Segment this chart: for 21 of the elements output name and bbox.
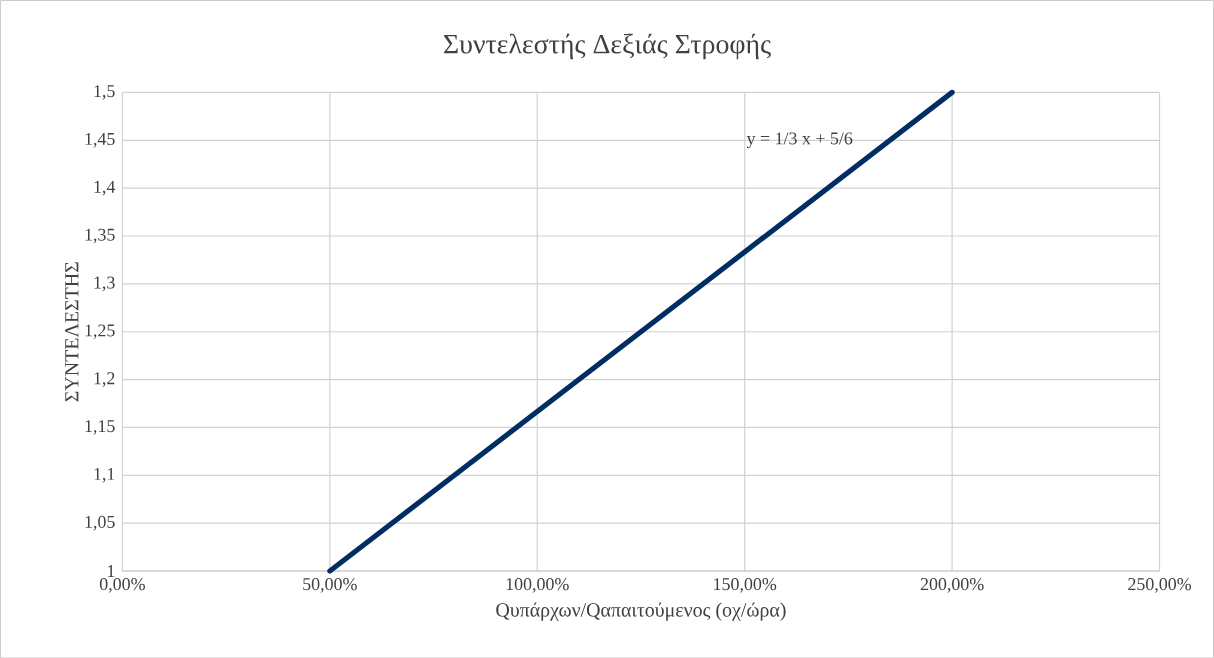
x-tick-label: 50,00%	[303, 577, 357, 593]
y-tick-label: 1,4	[94, 180, 116, 196]
y-tick-label: 1,05	[85, 515, 115, 531]
x-tick-label: 200,00%	[920, 577, 984, 593]
x-tick-label: 0,00%	[99, 577, 145, 593]
x-axis-title: Qυπάρχων/Qαπαιτούμενος (οχ/ώρα)	[496, 602, 786, 621]
y-tick-label: 1,1	[94, 467, 115, 483]
y-tick-label: 1,15	[85, 419, 115, 435]
x-tick-label: 250,00%	[1128, 577, 1192, 593]
chart-title: Συντελεστής Δεξιάς Στροφής	[444, 33, 771, 60]
y-tick-label: 1,25	[85, 324, 115, 339]
y-tick-label: 1,35	[85, 228, 115, 244]
x-tick-label: 100,00%	[506, 577, 569, 593]
y-tick-label: 1,3	[94, 276, 115, 291]
x-tick-label: 150,00%	[714, 577, 777, 593]
y-tick-label: 1,5	[94, 84, 115, 100]
y-tick-label: 1	[107, 564, 115, 577]
annotation: y = 1/3 x + 5/6	[746, 132, 853, 148]
y-tick-label: 1,2	[94, 372, 115, 387]
y-axis-title: ΣΥΝΤΕΛΕΣΤΗΣ	[65, 262, 79, 402]
y-tick-label: 1,45	[85, 132, 115, 148]
